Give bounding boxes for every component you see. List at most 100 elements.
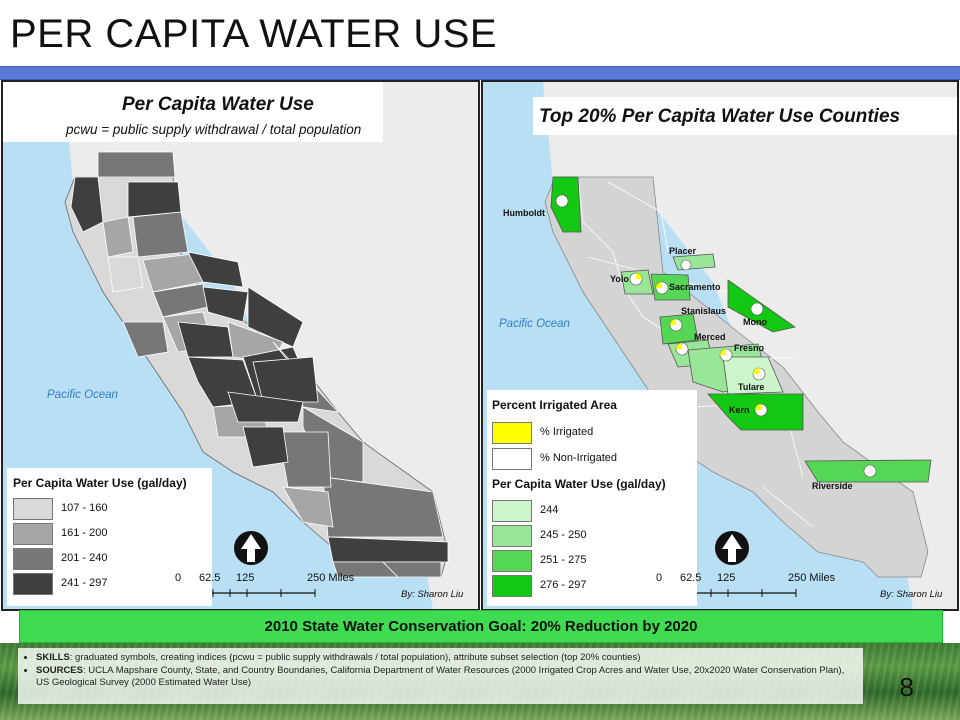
right-map-graphic	[543, 82, 957, 609]
pie-yolo-irrigated	[636, 273, 642, 279]
left-ocean-label: Pacific Ocean	[47, 389, 118, 401]
left-byline: By: Sharon Liu	[401, 589, 464, 600]
scale-label-2: 125	[236, 572, 255, 584]
irrigated-legend-title: Percent Irrigated Area	[492, 398, 617, 412]
county-shape	[282, 486, 334, 528]
notes-box: SKILLS: graduated symbols, creating indi…	[18, 648, 863, 704]
label-mono: Mono	[743, 317, 767, 327]
county-shape	[122, 321, 169, 358]
legend-label-4: 241 - 297	[61, 577, 108, 589]
slide-title: PER CAPITA WATER USE	[10, 12, 498, 56]
pie-stanislaus-irrigated	[670, 319, 676, 325]
label-placer: Placer	[669, 246, 697, 256]
county-shape	[177, 321, 234, 358]
scale-label-1: 62.5	[680, 572, 702, 584]
legend-swatch-4	[13, 573, 53, 595]
pie-kern-irrigated	[755, 404, 761, 410]
label-sacramento: Sacramento	[669, 282, 721, 292]
scale-label-0: 0	[175, 572, 182, 584]
use-swatch-3	[492, 550, 532, 572]
county-shape	[382, 561, 442, 578]
use-label-3: 251 - 275	[540, 554, 587, 566]
use-swatch-1	[492, 500, 532, 522]
label-fresno: Fresno	[734, 343, 765, 353]
left-map-graphic	[63, 82, 478, 609]
pie-placer	[680, 259, 692, 271]
right-ocean-label: Pacific Ocean	[499, 318, 570, 330]
county-shape	[127, 181, 182, 218]
legend-label-3: 201 - 240	[61, 552, 108, 564]
pie-humboldt	[555, 194, 569, 208]
right-map-panel: Top 20% Per Capita Water Use Counties Pa…	[481, 80, 959, 611]
title-divider	[0, 66, 960, 80]
left-map-panel: Per Capita Water Use pcwu = public suppl…	[1, 80, 480, 611]
county-shape	[277, 431, 332, 488]
county-shape	[102, 216, 134, 258]
right-legend: Percent Irrigated Area % Irrigated % Non…	[487, 390, 697, 606]
use-legend-title: Per Capita Water Use (gal/day)	[492, 477, 666, 491]
use-label-4: 276 - 297	[540, 579, 587, 591]
pie-tulare-irrigated	[753, 368, 759, 374]
legend-swatch-3	[13, 548, 53, 570]
north-arrow-glyph	[241, 534, 261, 562]
note-skills-text: : graduated symbols, creating indices (p…	[69, 652, 641, 663]
use-label-2: 245 - 250	[540, 529, 587, 541]
scale-label-0: 0	[656, 572, 663, 584]
note-sources-text: : UCLA Mapshare County, State, and Count…	[36, 664, 845, 689]
pie-mono	[750, 302, 764, 316]
county-shape	[187, 251, 244, 288]
label-merced: Merced	[694, 332, 726, 342]
county-shape	[252, 356, 319, 403]
label-stanislaus: Stanislaus	[681, 306, 727, 316]
legend-label-1: 107 - 160	[61, 502, 108, 514]
legend-swatch-1	[13, 498, 53, 520]
scale-label-2: 125	[717, 572, 736, 584]
scale-label-3: 250 Miles	[788, 572, 836, 584]
county-shape	[227, 391, 304, 423]
county-shape	[132, 211, 189, 258]
county-shape	[202, 286, 249, 323]
scale-label-3: 250 Miles	[307, 572, 355, 584]
north-arrow-glyph	[722, 534, 742, 562]
county-shape	[327, 536, 449, 563]
label-kern: Kern	[729, 405, 750, 415]
label-yolo: Yolo	[610, 274, 629, 284]
left-map-subtitle: pcwu = public supply withdrawal / total …	[66, 122, 362, 137]
notes-list: SKILLS: graduated symbols, creating indi…	[26, 652, 855, 690]
left-title-box	[3, 82, 383, 142]
label-humboldt: Humboldt	[503, 208, 545, 218]
use-swatch-2	[492, 525, 532, 547]
county-shape	[242, 426, 289, 468]
legend-swatch-2	[13, 523, 53, 545]
label-riverside: Riverside	[812, 481, 853, 491]
label-tulare: Tulare	[738, 382, 765, 392]
right-byline: By: Sharon Liu	[880, 589, 943, 600]
note-skills: SKILLS: graduated symbols, creating indi…	[36, 652, 855, 665]
left-map-title: Per Capita Water Use	[122, 94, 314, 115]
note-sources-label: SOURCES	[36, 664, 83, 676]
page-number: 8	[899, 672, 914, 702]
county-shape	[97, 151, 176, 178]
right-title-box	[533, 97, 957, 135]
note-sources: SOURCES: UCLA Mapshare County, State, an…	[36, 665, 855, 690]
pie-sacramento-irrigated	[656, 282, 662, 288]
use-label-1: 244	[540, 504, 559, 516]
legend-label-non-irrigated: % Non-Irrigated	[540, 452, 618, 464]
note-skills-label: SKILLS	[36, 652, 70, 663]
pie-merced-irrigated	[676, 343, 682, 349]
goal-banner: 2010 State Water Conservation Goal: 20% …	[19, 610, 943, 643]
scale-label-1: 62.5	[199, 572, 221, 584]
pie-riverside	[863, 464, 877, 478]
county-shape	[70, 176, 104, 233]
legend-label-irrigated: % Irrigated	[540, 426, 594, 438]
legend-swatch-irrigated	[492, 422, 532, 444]
use-swatch-4	[492, 575, 532, 597]
legend-swatch-non-irrigated	[492, 448, 532, 470]
pie-charts	[555, 194, 877, 478]
county-placer	[672, 253, 716, 271]
left-legend-title: Per Capita Water Use (gal/day)	[13, 476, 187, 490]
left-legend: Per Capita Water Use (gal/day) 107 - 160…	[7, 468, 212, 606]
right-map-title: Top 20% Per Capita Water Use Counties	[539, 106, 901, 127]
county-shape	[107, 256, 144, 293]
pie-fresno-irrigated	[720, 349, 726, 355]
